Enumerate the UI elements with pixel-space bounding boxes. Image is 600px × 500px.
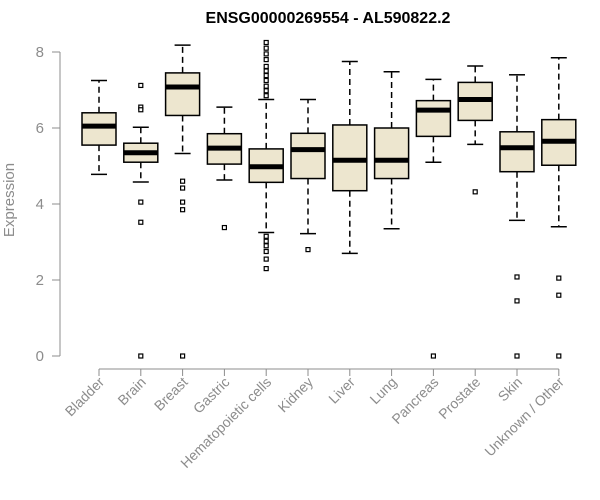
outlier-point (138, 107, 144, 113)
outlier-point (263, 63, 269, 70)
chart-title: ENSG00000269554 - AL590822.2 (206, 10, 451, 27)
x-tick-label: Skin (495, 374, 526, 405)
outlier-point (263, 233, 269, 239)
box-group (499, 74, 535, 359)
box-iqr (164, 72, 201, 117)
outlier-point (556, 275, 562, 281)
outlier-point (138, 82, 144, 89)
outlier-point (263, 72, 269, 79)
outlier-point (263, 68, 269, 74)
outlier-point (138, 219, 144, 225)
outlier-point (556, 292, 562, 298)
y-tick-label: 4 (36, 196, 44, 213)
x-tick-label: Unknown / Other (481, 374, 567, 460)
box-group (206, 106, 243, 231)
outlier-point (263, 93, 269, 99)
x-tick-label: Bladder (62, 374, 108, 420)
y-tick-label: 0 (36, 348, 44, 365)
outlier-point (514, 298, 520, 304)
outlier-point (263, 88, 269, 94)
y-tick-label: 8 (36, 44, 44, 61)
outlier-point (430, 353, 436, 359)
box-group (332, 60, 368, 255)
outlier-point (263, 248, 269, 255)
box-group (373, 71, 410, 230)
outlier-point (180, 178, 186, 184)
x-tick-label: Breast (151, 374, 191, 414)
x-tick-label: Kidney (275, 374, 317, 416)
box-group (248, 39, 284, 272)
box-group (164, 44, 201, 359)
outlier-point (180, 353, 186, 359)
outlier-point (180, 185, 186, 191)
outlier-point (263, 238, 269, 244)
outlier-point (263, 77, 269, 84)
box-group (290, 98, 326, 253)
outlier-point (263, 56, 269, 63)
y-tick-label: 6 (36, 120, 44, 137)
box-group (457, 65, 493, 195)
outlier-point (138, 353, 144, 359)
box-iqr (81, 112, 117, 146)
y-tick-label: 2 (36, 272, 44, 289)
box-group (541, 56, 577, 359)
box-group (123, 82, 159, 359)
x-tick-label: Brain (114, 374, 148, 408)
box-group (415, 78, 452, 359)
box-group (81, 79, 117, 176)
box-iqr (415, 99, 452, 138)
outlier-point (263, 266, 269, 272)
outlier-point (305, 247, 311, 253)
outlier-point (556, 353, 562, 359)
outlier-point (263, 45, 269, 51)
outlier-point (180, 207, 186, 213)
y-axis: 0 2 4 6 8 (36, 44, 61, 365)
outlier-point (472, 189, 478, 195)
outlier-point (514, 274, 520, 280)
outlier-point (138, 199, 144, 205)
outlier-point (221, 224, 227, 231)
outlier-point (180, 199, 186, 205)
y-axis-label: Expression (1, 163, 18, 237)
outlier-point (263, 256, 269, 262)
box-iqr (373, 127, 410, 180)
x-tick-label: Liver (325, 374, 358, 407)
outlier-point (514, 353, 520, 359)
x-tick-label: Prostate (435, 374, 483, 422)
outlier-point (263, 51, 269, 57)
outlier-point (263, 83, 269, 89)
x-tick-label: Lung (366, 374, 399, 407)
outlier-point (263, 243, 269, 249)
box-iqr (290, 132, 326, 180)
outlier-point (263, 39, 269, 46)
box-series (81, 39, 577, 359)
box-iqr (499, 131, 535, 173)
